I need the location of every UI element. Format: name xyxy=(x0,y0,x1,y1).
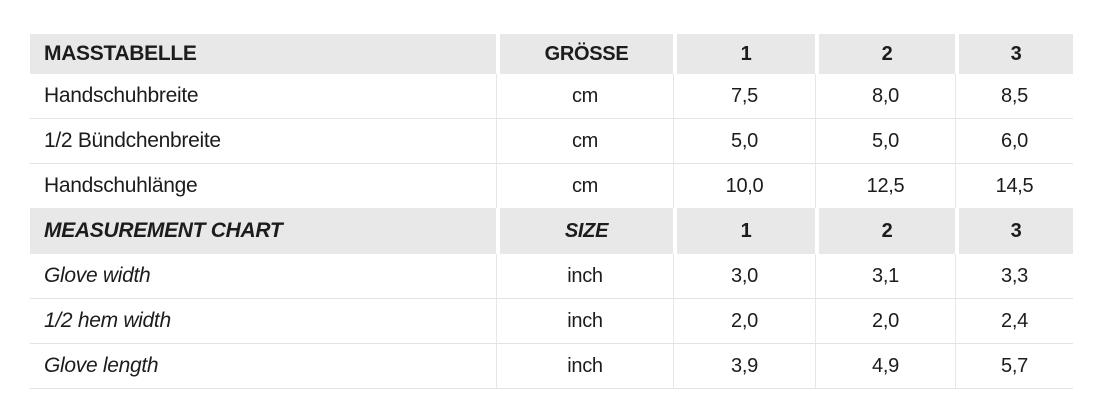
row-label: Glove width xyxy=(44,264,151,287)
size-2-header-english: 2 xyxy=(815,208,955,254)
table-row-glove-length-cm: Handschuhlänge cm 10,0 12,5 14,5 xyxy=(30,164,1073,208)
row-unit: inch xyxy=(496,344,673,388)
size-3-header-english: 3 xyxy=(955,208,1073,254)
row-value-size-3: 14,5 xyxy=(955,164,1073,208)
table-row-hem-width-inch: 1/2 hem width inch 2,0 2,0 2,4 xyxy=(30,299,1073,344)
row-value-size-1: 3,0 xyxy=(673,254,815,298)
row-value-size-1: 7,5 xyxy=(673,74,815,118)
row-unit: inch xyxy=(496,299,673,343)
row-value-size-2: 3,1 xyxy=(815,254,955,298)
size-2-header-german: 2 xyxy=(815,34,955,74)
row-value-size-2: 12,5 xyxy=(815,164,955,208)
table-header-row-english: MEASUREMENT CHART SIZE 1 2 3 xyxy=(30,208,1073,254)
glove-size-table: MASSTABELLE GRÖSSE 1 2 3 Handschuhbreite… xyxy=(30,34,1073,389)
row-unit: cm xyxy=(496,164,673,208)
row-value-size-1: 5,0 xyxy=(673,119,815,163)
table-row-glove-width-cm: Handschuhbreite cm 7,5 8,0 8,5 xyxy=(30,74,1073,119)
row-value-size-3: 6,0 xyxy=(955,119,1073,163)
row-value-size-3: 3,3 xyxy=(955,254,1073,298)
size-column-header-english: SIZE xyxy=(496,208,673,254)
row-value-size-2: 5,0 xyxy=(815,119,955,163)
row-value-size-1: 10,0 xyxy=(673,164,815,208)
size-1-header-english: 1 xyxy=(673,208,815,254)
size-3-header-german: 3 xyxy=(955,34,1073,74)
table-row-glove-length-inch: Glove length inch 3,9 4,9 5,7 xyxy=(30,344,1073,389)
size-column-header-german: GRÖSSE xyxy=(496,34,673,74)
table-title-english: MEASUREMENT CHART xyxy=(30,208,496,254)
row-value-size-3: 2,4 xyxy=(955,299,1073,343)
row-unit: cm xyxy=(496,74,673,118)
size-1-header-german: 1 xyxy=(673,34,815,74)
row-value-size-2: 8,0 xyxy=(815,74,955,118)
row-value-size-1: 3,9 xyxy=(673,344,815,388)
table-row-hem-width-cm: 1/2 Bündchenbreite cm 5,0 5,0 6,0 xyxy=(30,119,1073,164)
row-label: Handschuhbreite xyxy=(44,84,199,107)
row-value-size-2: 4,9 xyxy=(815,344,955,388)
row-label: 1/2 hem width xyxy=(44,309,171,332)
row-value-size-3: 5,7 xyxy=(955,344,1073,388)
table-header-row-german: MASSTABELLE GRÖSSE 1 2 3 xyxy=(30,34,1073,74)
row-unit: cm xyxy=(496,119,673,163)
row-unit: inch xyxy=(496,254,673,298)
row-label: Glove length xyxy=(44,354,159,377)
row-value-size-1: 2,0 xyxy=(673,299,815,343)
table-title-german: MASSTABELLE xyxy=(30,34,496,74)
row-label: Handschuhlänge xyxy=(44,174,198,197)
row-value-size-3: 8,5 xyxy=(955,74,1073,118)
row-value-size-2: 2,0 xyxy=(815,299,955,343)
row-label: 1/2 Bündchenbreite xyxy=(44,129,221,152)
table-row-glove-width-inch: Glove width inch 3,0 3,1 3,3 xyxy=(30,254,1073,299)
